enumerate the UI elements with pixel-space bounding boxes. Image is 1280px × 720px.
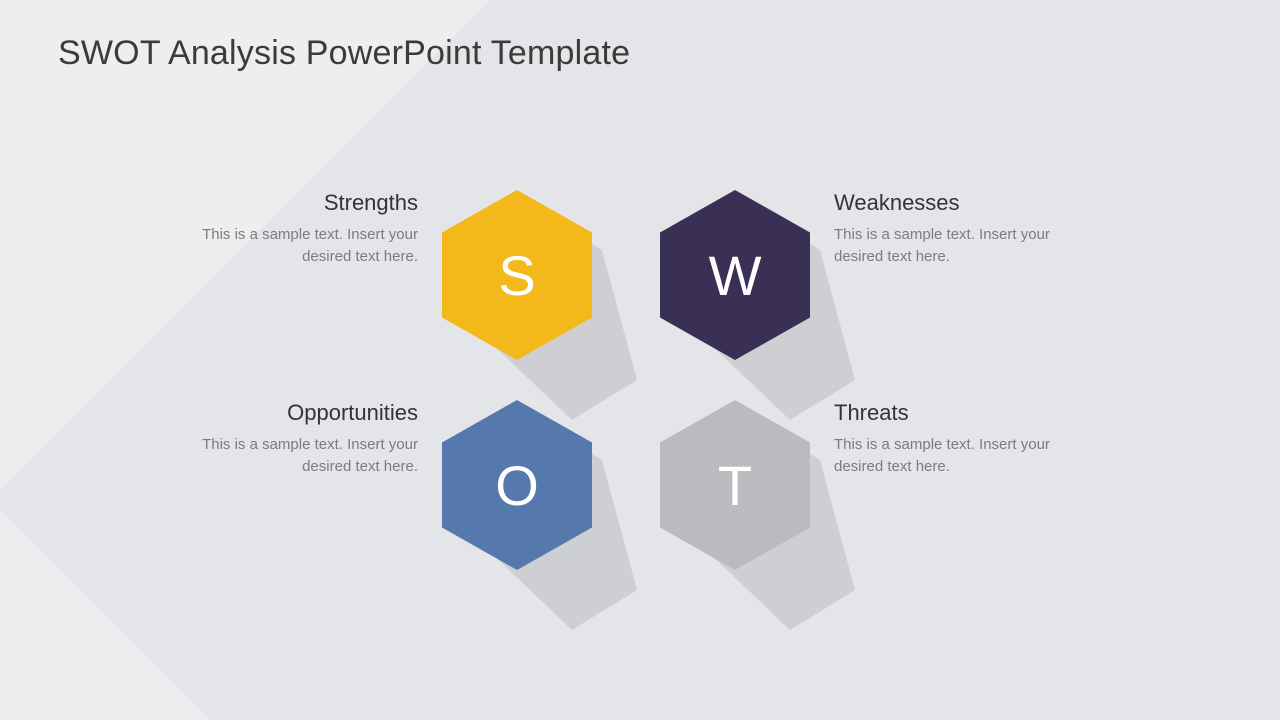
weaknesses-hexagon: W: [660, 190, 810, 360]
opportunities-hexagon: O: [442, 400, 592, 570]
opportunities-text: Opportunities This is a sample text. Ins…: [168, 400, 418, 478]
swot-strengths: Strengths This is a sample text. Insert …: [168, 190, 592, 360]
swot-weaknesses: W Weaknesses This is a sample text. Inse…: [660, 190, 1084, 360]
weaknesses-letter: W: [660, 190, 810, 360]
strengths-body: This is a sample text. Insert your desir…: [168, 224, 418, 268]
opportunities-body: This is a sample text. Insert your desir…: [168, 434, 418, 478]
opportunities-heading: Opportunities: [168, 400, 418, 426]
strengths-heading: Strengths: [168, 190, 418, 216]
swot-threats: T Threats This is a sample text. Insert …: [660, 400, 1084, 570]
opportunities-letter: O: [442, 400, 592, 570]
strengths-text: Strengths This is a sample text. Insert …: [168, 190, 418, 268]
slide-title: SWOT Analysis PowerPoint Template: [58, 34, 630, 73]
slide: SWOT Analysis PowerPoint Template Streng…: [0, 0, 1280, 720]
swot-opportunities: Opportunities This is a sample text. Ins…: [168, 400, 592, 570]
threats-letter: T: [660, 400, 810, 570]
threats-hexagon: T: [660, 400, 810, 570]
strengths-letter: S: [442, 190, 592, 360]
strengths-hexagon: S: [442, 190, 592, 360]
